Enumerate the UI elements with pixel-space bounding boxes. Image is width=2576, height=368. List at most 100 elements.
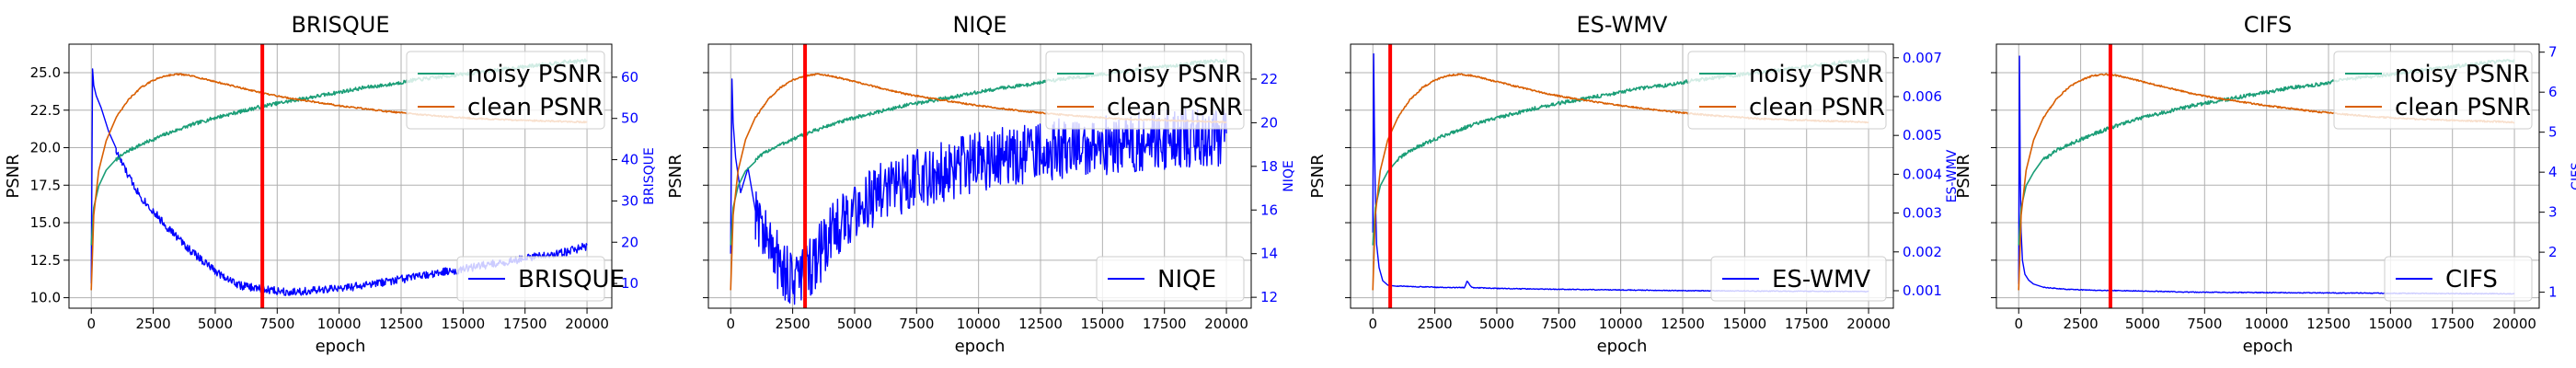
legend-box — [1045, 51, 1245, 130]
y-tick-label: 15.0 — [30, 214, 61, 231]
y-right-axis-label: BRISQUE — [642, 147, 657, 204]
x-axis-label: epoch — [2243, 337, 2294, 356]
x-tick-label: 5000 — [1479, 316, 1514, 332]
y-right-tick-label: 0.005 — [1903, 127, 1942, 144]
legend-label: clean PSNR — [1749, 94, 1885, 121]
x-tick-label: 10000 — [1599, 316, 1643, 332]
y-right-axis-label: CIFS — [2570, 162, 2576, 190]
x-tick-label: 20000 — [2492, 316, 2536, 332]
x-tick-label: 17500 — [1143, 316, 1187, 332]
y-right-tick-label: 0.003 — [1903, 205, 1942, 222]
chart-panel: 0 2500 5000 7500 10000 12500 15000 17500 2000012… — [1954, 12, 2576, 356]
y-right-tick-label: 4 — [2548, 164, 2558, 180]
chart-title: ES-WMV — [1577, 12, 1669, 38]
y-right-tick-label: 2 — [2548, 244, 2558, 260]
y-axis-label: PSNR — [1308, 154, 1328, 198]
x-tick-label: 2500 — [776, 316, 811, 332]
x-tick-label: 20000 — [1846, 316, 1891, 332]
y-right-tick-label: 16 — [1260, 201, 1278, 218]
y-right-tick-label: 3 — [2548, 204, 2558, 221]
series-line-niqe — [730, 78, 1227, 305]
legend: ES-WMV — [1710, 256, 1887, 302]
y-axis-label: PSNR — [666, 154, 685, 198]
x-tick-label: 17500 — [2431, 316, 2475, 332]
chart-panel: 0 2500 5000 7500 10000 12500 15000 17500 20000 10… — [4, 12, 657, 356]
y-right-tick-label: 0.004 — [1903, 166, 1942, 182]
legend-label: clean PSNR — [467, 94, 604, 121]
x-tick-label: 15000 — [441, 316, 485, 332]
x-tick-label: 10000 — [957, 316, 1001, 332]
legend-label: clean PSNR — [1107, 94, 1243, 121]
x-tick-label: 10000 — [2245, 316, 2289, 332]
x-tick-label: 5000 — [837, 316, 872, 332]
y-right-tick-label: 1 — [2548, 284, 2558, 301]
chart-title: CIFS — [2244, 12, 2292, 38]
y-right-tick-label: 60 — [621, 69, 638, 86]
chart-panel: 0 2500 5000 7500 10000 12500 15000 17500 2000012… — [666, 12, 1296, 356]
y-right-tick-label: 12 — [1260, 289, 1278, 305]
legend-box — [2384, 256, 2533, 302]
y-axis-label: PSNR — [4, 154, 23, 198]
y-right-tick-label: 0.007 — [1903, 50, 1942, 66]
x-tick-label: 7500 — [2187, 316, 2222, 332]
legend-label: clean PSNR — [2395, 94, 2531, 121]
legend-label: BRISQUE — [518, 266, 625, 293]
y-tick-label: 10.0 — [30, 290, 61, 306]
x-tick-label: 0 — [726, 316, 735, 332]
legend-box — [2333, 51, 2533, 130]
y-right-axis-label: NIQE — [1282, 160, 1296, 191]
y-right-tick-label: 10 — [621, 275, 638, 292]
x-tick-label: 0 — [1368, 316, 1377, 332]
x-axis-label: epoch — [955, 337, 1006, 356]
legend-label: noisy PSNR — [1749, 61, 1884, 88]
plot-frame — [1350, 43, 1894, 309]
legend: noisy PSNR clean PSNR — [406, 51, 605, 130]
legend-label: noisy PSNR — [467, 61, 603, 88]
x-tick-label: 20000 — [1204, 316, 1248, 332]
y-tick-label: 17.5 — [30, 177, 61, 193]
legend-box — [456, 256, 605, 302]
x-tick-label: 12500 — [2306, 316, 2351, 332]
x-tick-label: 17500 — [503, 316, 547, 332]
y-tick-label: 20.0 — [30, 140, 61, 156]
y-right-tick-label: 7 — [2548, 44, 2558, 61]
y-right-tick-label: 0.006 — [1903, 88, 1942, 105]
legend: CIFS — [2384, 256, 2533, 302]
y-tick-label: 25.0 — [30, 64, 61, 81]
y-right-tick-label: 20 — [1260, 114, 1278, 131]
y-right-tick-label: 0.002 — [1903, 244, 1942, 260]
y-right-tick-label: 22 — [1260, 71, 1278, 87]
x-axis-label: epoch — [316, 337, 366, 356]
chart-title: NIQE — [952, 12, 1006, 38]
legend-box — [1687, 51, 1887, 130]
legend: BRISQUE — [456, 256, 625, 302]
x-tick-label: 12500 — [1661, 316, 1705, 332]
x-tick-label: 20000 — [565, 316, 609, 332]
x-tick-label: 17500 — [1785, 316, 1829, 332]
y-right-tick-label: 20 — [621, 234, 638, 250]
plot-frame — [68, 43, 613, 309]
y-right-tick-label: 6 — [2548, 84, 2558, 100]
x-tick-label: 7500 — [1541, 316, 1576, 332]
x-tick-label: 15000 — [2368, 316, 2412, 332]
x-tick-label: 0 — [2014, 316, 2023, 332]
legend-label: noisy PSNR — [2395, 61, 2530, 88]
y-right-tick-label: 40 — [621, 152, 638, 168]
x-tick-label: 5000 — [198, 316, 233, 332]
x-tick-label: 15000 — [1722, 316, 1766, 332]
chart-panel: 0 2500 5000 7500 10000 12500 15000 17500 20000 0.… — [1308, 12, 1960, 356]
legend: noisy PSNR clean PSNR — [1687, 51, 1887, 130]
x-tick-label: 12500 — [379, 316, 423, 332]
legend: noisy PSNR clean PSNR — [1045, 51, 1245, 130]
x-tick-label: 10000 — [317, 316, 362, 332]
legend: noisy PSNR clean PSNR — [2333, 51, 2533, 130]
y-right-tick-label: 5 — [2548, 124, 2558, 141]
legend: NIQE — [1096, 256, 1245, 302]
x-tick-label: 0 — [86, 316, 96, 332]
x-tick-label: 2500 — [2064, 316, 2099, 332]
legend-label: NIQE — [1157, 266, 1216, 293]
legend-label: ES-WMV — [1772, 266, 1870, 293]
y-right-tick-label: 30 — [621, 192, 638, 209]
plot-frame — [707, 43, 1252, 309]
